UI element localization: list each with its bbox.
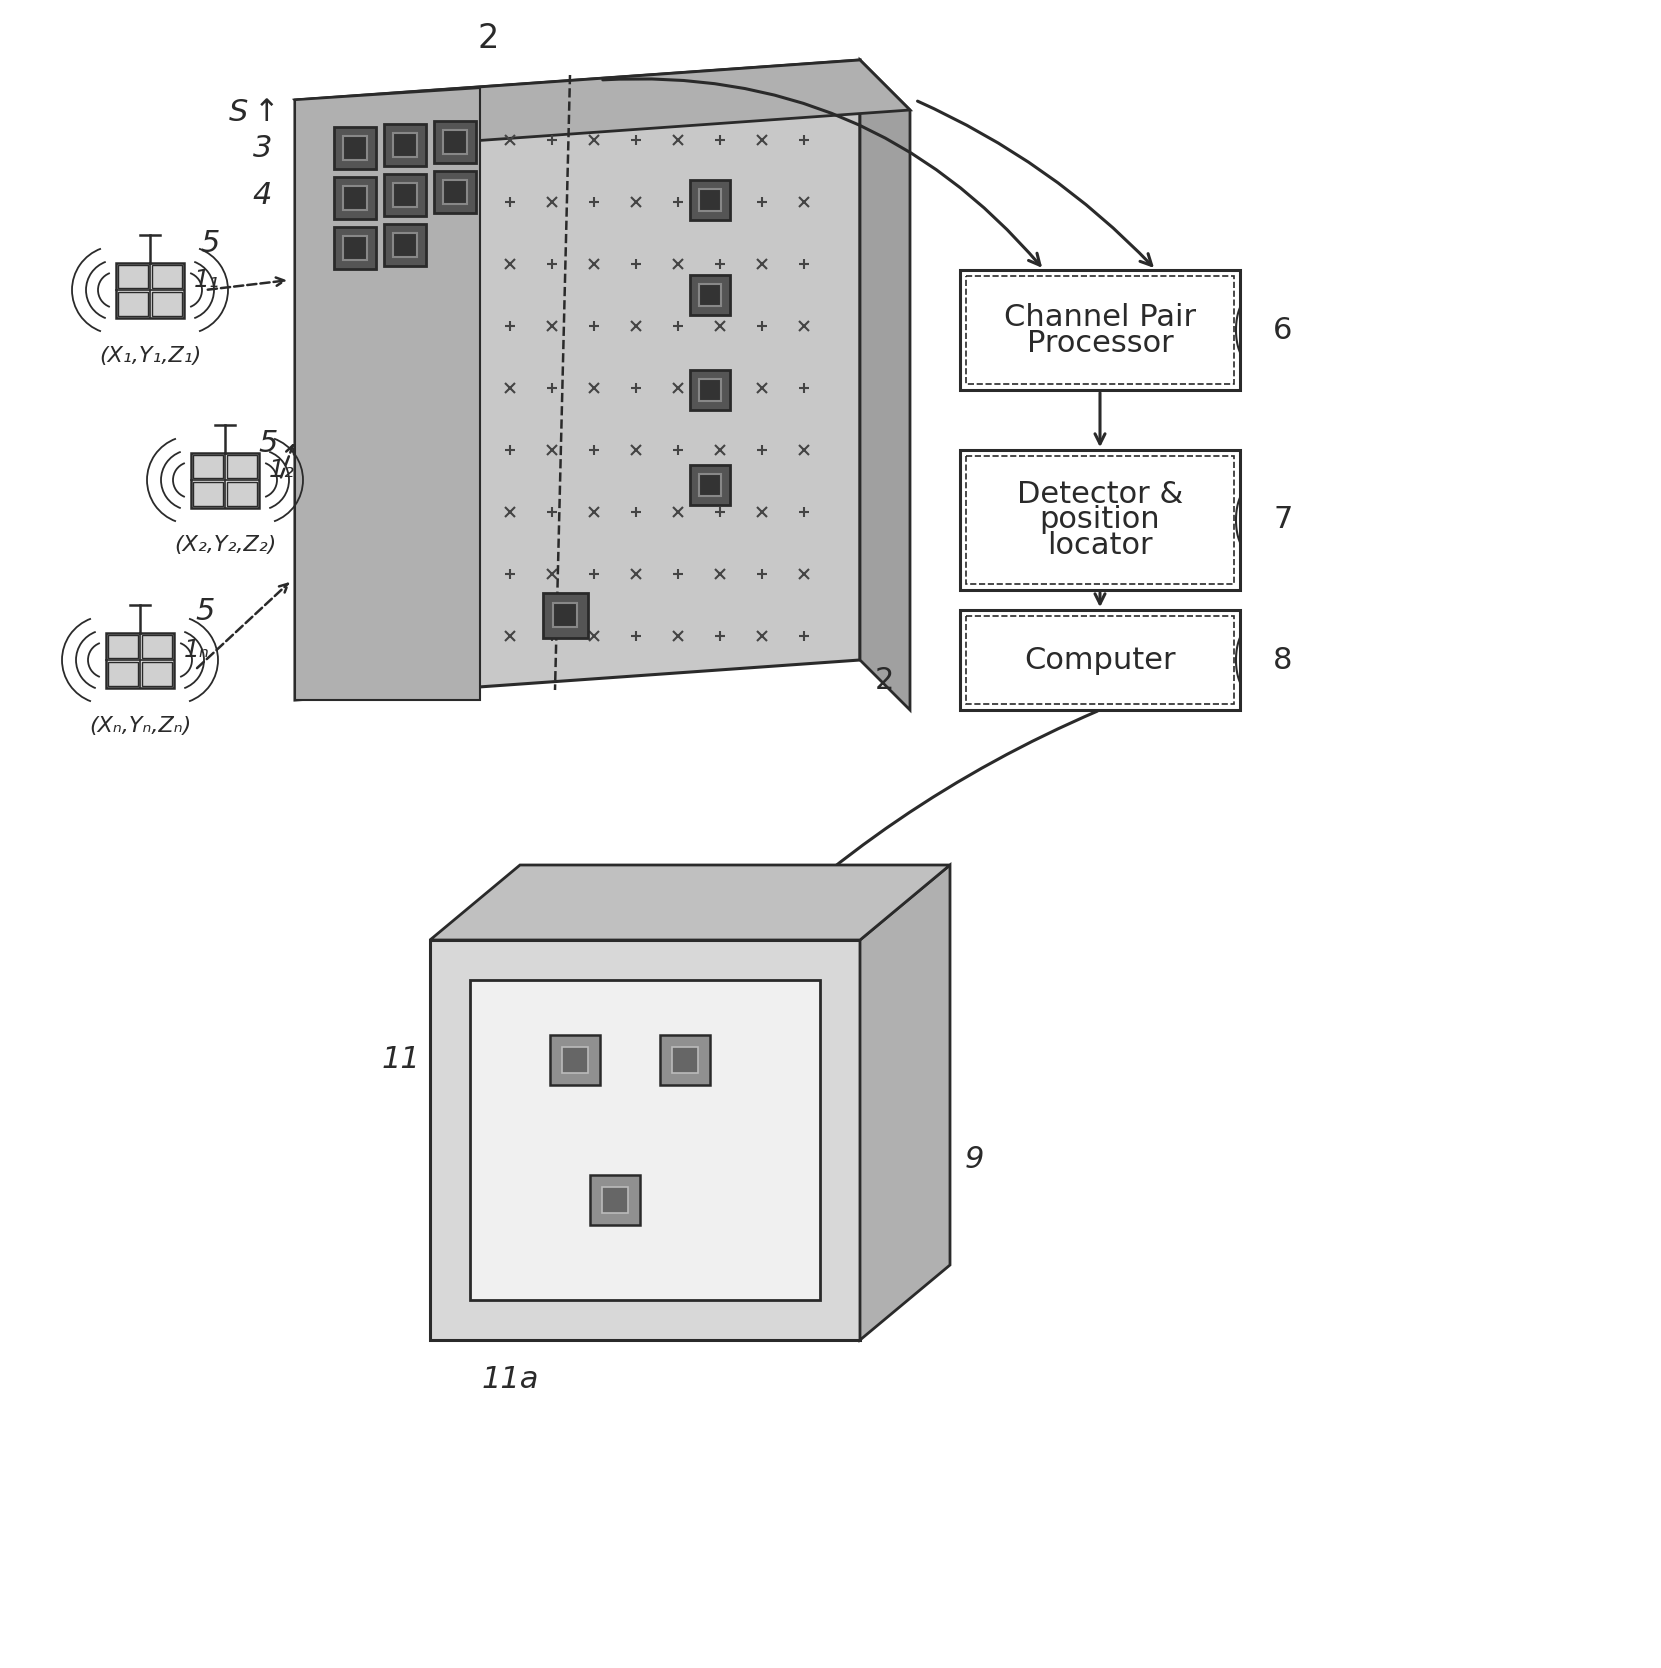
Bar: [334, 227, 375, 269]
Polygon shape: [296, 60, 860, 701]
Bar: [153, 265, 183, 289]
Text: 3: 3: [252, 133, 272, 162]
Text: (Xₙ,Yₙ,Zₙ): (Xₙ,Yₙ,Zₙ): [90, 716, 191, 736]
Bar: [550, 1036, 600, 1084]
Bar: [553, 602, 578, 627]
Text: 2: 2: [477, 22, 498, 55]
Bar: [193, 482, 223, 505]
Text: Processor: Processor: [1026, 329, 1173, 357]
Text: (X₂,Y₂,Z₂): (X₂,Y₂,Z₂): [174, 535, 276, 555]
Text: 8: 8: [1272, 646, 1292, 674]
Bar: [228, 454, 257, 479]
Bar: [118, 292, 148, 315]
Text: 5: 5: [201, 229, 219, 259]
Bar: [689, 180, 729, 220]
Bar: [384, 123, 425, 167]
Bar: [689, 465, 729, 505]
Text: $S\uparrow$: $S\uparrow$: [229, 97, 276, 127]
Text: 1ₙ: 1ₙ: [184, 637, 209, 662]
Text: locator: locator: [1046, 532, 1153, 560]
Bar: [153, 292, 183, 315]
Bar: [344, 187, 367, 210]
Bar: [967, 275, 1234, 384]
Bar: [191, 452, 259, 507]
Bar: [443, 130, 467, 153]
Text: 6: 6: [1272, 315, 1292, 345]
Bar: [689, 275, 729, 315]
Bar: [699, 474, 721, 495]
Bar: [334, 127, 375, 168]
Text: position: position: [1040, 505, 1161, 534]
Bar: [116, 262, 184, 317]
Bar: [699, 284, 721, 305]
Polygon shape: [430, 866, 950, 941]
Bar: [601, 1188, 628, 1213]
Text: 1₂: 1₂: [269, 459, 296, 482]
Text: 11a: 11a: [482, 1364, 538, 1394]
Text: Detector &: Detector &: [1017, 479, 1183, 509]
Text: 5: 5: [196, 597, 214, 626]
Bar: [384, 224, 425, 265]
Text: 5: 5: [259, 429, 277, 459]
Bar: [659, 1036, 709, 1084]
Polygon shape: [860, 60, 910, 711]
Text: 2: 2: [875, 666, 894, 694]
Bar: [699, 379, 721, 400]
Bar: [193, 454, 223, 479]
Polygon shape: [430, 941, 860, 1339]
Bar: [228, 482, 257, 505]
Bar: [590, 1174, 639, 1224]
Bar: [108, 634, 138, 657]
Text: 7: 7: [1272, 505, 1292, 534]
Bar: [141, 662, 173, 686]
Polygon shape: [296, 88, 480, 701]
Bar: [384, 173, 425, 215]
Text: 9: 9: [965, 1146, 985, 1174]
Bar: [443, 180, 467, 203]
Bar: [394, 183, 417, 207]
Bar: [689, 370, 729, 410]
Bar: [334, 177, 375, 219]
FancyBboxPatch shape: [960, 450, 1241, 590]
FancyBboxPatch shape: [960, 610, 1241, 711]
Polygon shape: [470, 981, 821, 1299]
Text: (X₁,Y₁,Z₁): (X₁,Y₁,Z₁): [100, 345, 201, 365]
Bar: [561, 1048, 588, 1073]
Text: 11: 11: [382, 1046, 420, 1074]
Bar: [543, 592, 588, 637]
Bar: [108, 662, 138, 686]
Bar: [106, 632, 174, 687]
FancyBboxPatch shape: [960, 270, 1241, 390]
Polygon shape: [296, 60, 910, 150]
Text: Channel Pair: Channel Pair: [1003, 302, 1196, 332]
Bar: [673, 1048, 698, 1073]
Text: 1₁: 1₁: [194, 269, 219, 292]
Text: Computer: Computer: [1025, 646, 1176, 674]
Text: 4: 4: [252, 180, 272, 210]
Bar: [141, 634, 173, 657]
Polygon shape: [860, 866, 950, 1339]
Bar: [394, 133, 417, 157]
Bar: [394, 234, 417, 257]
Bar: [699, 188, 721, 210]
Bar: [434, 122, 477, 163]
Bar: [967, 455, 1234, 584]
Bar: [967, 615, 1234, 704]
Bar: [344, 237, 367, 260]
Bar: [344, 137, 367, 160]
Bar: [118, 265, 148, 289]
Bar: [434, 172, 477, 214]
